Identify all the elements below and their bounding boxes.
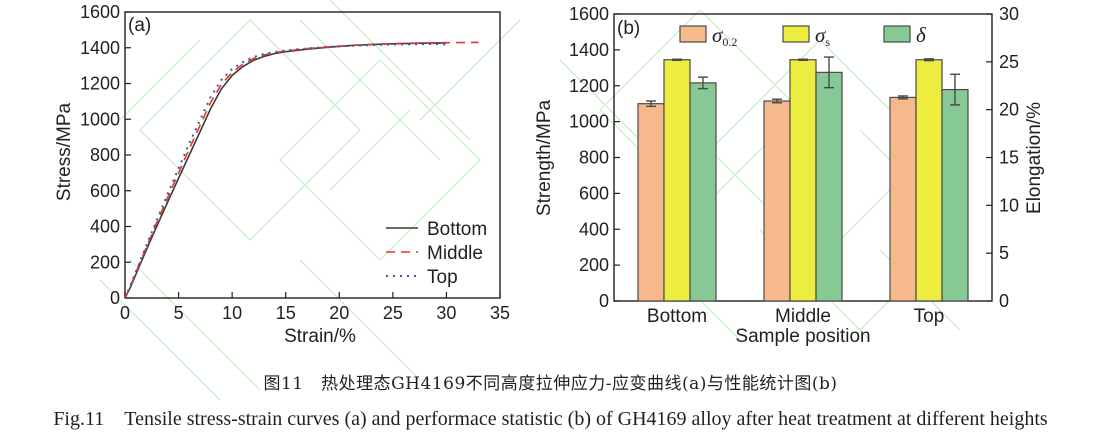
right-tick-label: 0: [999, 291, 1009, 311]
bar-middle-2: [815, 71, 843, 302]
y-tick-label: 800: [90, 145, 120, 165]
y-tick-label: 1600: [569, 4, 609, 24]
bar-top-0: [889, 96, 917, 302]
y-tick-label: 1000: [569, 112, 609, 132]
legend-label: δ: [916, 23, 927, 47]
stress-strain-chart: 0 200 400 600 800 1000 1200 1400 1600 0 5 10 15 20 25…: [54, 2, 510, 347]
bar-bottom-0: [637, 103, 665, 302]
y-axis-label: Stress/MPa: [54, 102, 75, 201]
y-tick-label: 600: [579, 183, 609, 203]
panel-label: (a): [128, 15, 151, 36]
caption-chinese: 图11 热处理态GH4169不同高度拉伸应力-应变曲线(a)与性能统计图(b): [263, 374, 838, 394]
x-tick-label: 0: [120, 303, 130, 323]
y-tick-label: 1000: [80, 109, 120, 129]
curve-top: [124, 42, 447, 299]
bar-bottom-1: [663, 59, 691, 302]
right-tick-label: 25: [999, 52, 1019, 72]
right-tick-label: 30: [999, 4, 1019, 24]
y-tick-label: 600: [90, 181, 120, 201]
bar-bottom-2: [689, 82, 717, 302]
y-tick-label: 400: [579, 219, 609, 239]
x-tick-label: 10: [222, 303, 242, 323]
legend-swatch: [782, 25, 810, 43]
legend-label: Top: [427, 267, 458, 288]
legend-label: σs: [815, 23, 830, 49]
right-tick-label: 15: [999, 148, 1019, 168]
legend: Bottom Middle Top: [386, 219, 487, 288]
legend-label: Middle: [427, 243, 483, 264]
bars: [637, 56, 969, 302]
category-label: Middle: [775, 306, 831, 327]
y-tick-label: 800: [579, 148, 609, 168]
y-axis-label-right: Elongation/%: [1024, 102, 1045, 214]
y-tick-label: 400: [90, 217, 120, 237]
legend-label: σ0.2: [712, 23, 737, 49]
y-tick-label: 1400: [569, 40, 609, 60]
x-tick-label: 25: [383, 303, 403, 323]
right-tick-label: 10: [999, 195, 1019, 215]
bar-middle-1: [789, 59, 817, 302]
y-tick-label: 200: [90, 252, 120, 272]
right-axis-ticks: 0 5 10 15 20 25 30: [986, 4, 1019, 311]
panel-label: (b): [617, 18, 640, 39]
legend-swatch: [883, 25, 911, 43]
y-tick-label: 1200: [80, 74, 120, 94]
bar-middle-0: [763, 100, 791, 302]
legend-label: Bottom: [427, 219, 487, 240]
curve-middle: [124, 41, 479, 299]
y-tick-label: 1200: [569, 76, 609, 96]
legend: σ0.2 σs δ: [679, 23, 927, 49]
strength-bar-chart: 0 200 400 600 800 1000 1200 1400 1600 0 5 10 15 20 25…: [534, 4, 1045, 347]
bar-top-1: [915, 59, 943, 302]
caption-english: Fig.11 Tensile stress-strain curves (a) …: [53, 408, 1048, 430]
y-tick-label: 0: [110, 288, 120, 308]
y-tick-label: 0: [599, 291, 609, 311]
curves: [124, 41, 479, 299]
y-tick-label: 200: [579, 255, 609, 275]
x-tick-label: 20: [329, 303, 349, 323]
x-tick-label: 35: [490, 303, 510, 323]
category-label: Top: [914, 306, 945, 327]
y-axis-label-left: Strength/MPa: [534, 99, 555, 216]
x-tick-label: 15: [276, 303, 296, 323]
category-labels: Bottom Middle Top: [647, 306, 944, 327]
category-label: Bottom: [647, 306, 707, 327]
legend-swatch: [679, 25, 707, 43]
y-axis-ticks: 0 200 400 600 800 1000 1200 1400 1600: [80, 2, 131, 308]
left-axis-ticks: 0 200 400 600 800 1000 1200 1400 1600: [569, 4, 620, 311]
x-tick-label: 5: [174, 303, 184, 323]
x-axis-label: Sample position: [735, 326, 870, 347]
x-axis-label: Strain/%: [284, 326, 356, 347]
bar-top-2: [941, 88, 969, 302]
right-tick-label: 20: [999, 100, 1019, 120]
y-tick-label: 1600: [80, 2, 120, 22]
y-tick-label: 1400: [80, 38, 120, 58]
x-axis-ticks: 0 5 10 15 20 25 30 35: [120, 292, 510, 323]
right-tick-label: 5: [999, 243, 1009, 263]
x-tick-label: 30: [436, 303, 456, 323]
